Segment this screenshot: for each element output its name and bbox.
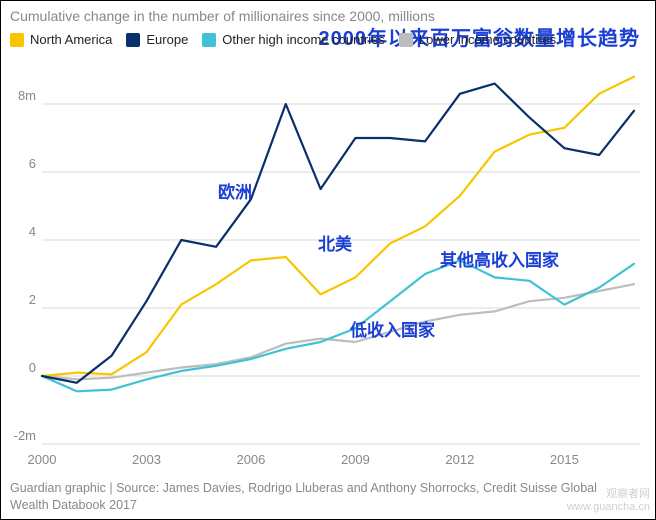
svg-text:2006: 2006: [236, 452, 265, 467]
watermark-line1: 观察者网: [567, 488, 650, 501]
swatch-eu: [126, 33, 140, 47]
series-lower_income: [42, 284, 634, 379]
legend-label-oh: Other high income countries: [222, 32, 385, 47]
series-north_america: [42, 77, 634, 376]
swatch-oh: [202, 33, 216, 47]
legend-label-li: Lower income countries: [419, 32, 556, 47]
watermark: 观察者网 www.guancha.cn: [567, 488, 650, 514]
legend-item-oh: Other high income countries: [202, 32, 385, 47]
swatch-li: [399, 33, 413, 47]
swatch-na: [10, 33, 24, 47]
svg-text:8m: 8m: [18, 88, 36, 103]
svg-text:0: 0: [29, 360, 36, 375]
svg-text:2003: 2003: [132, 452, 161, 467]
svg-text:2015: 2015: [550, 452, 579, 467]
svg-text:-2m: -2m: [14, 428, 36, 443]
legend-item-eu: Europe: [126, 32, 188, 47]
gridlines: [42, 104, 640, 444]
source-footer: Guardian graphic | Source: James Davies,…: [10, 480, 630, 514]
legend-item-na: North America: [10, 32, 112, 47]
svg-text:2000: 2000: [28, 452, 57, 467]
annot-oh: 其他高收入国家: [440, 246, 559, 271]
svg-text:4: 4: [29, 224, 36, 239]
annot-li: 低收入国家: [350, 316, 435, 341]
annot-europe: 欧洲: [218, 178, 252, 203]
legend: North America Europe Other high income c…: [10, 32, 556, 47]
legend-item-li: Lower income countries: [399, 32, 556, 47]
x-axis-labels: 2000 2003 2006 2009 2012 2015: [28, 452, 579, 467]
svg-text:2012: 2012: [445, 452, 474, 467]
svg-text:2009: 2009: [341, 452, 370, 467]
annot-na: 北美: [318, 230, 352, 255]
watermark-line2: www.guancha.cn: [567, 501, 650, 514]
legend-label-na: North America: [30, 32, 112, 47]
svg-text:2: 2: [29, 292, 36, 307]
legend-label-eu: Europe: [146, 32, 188, 47]
svg-text:6: 6: [29, 156, 36, 171]
